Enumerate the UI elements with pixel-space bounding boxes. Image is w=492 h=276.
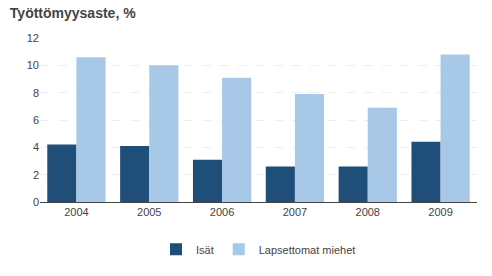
- svg-text:2005: 2005: [137, 206, 161, 218]
- svg-text:4: 4: [33, 141, 39, 153]
- svg-text:6: 6: [33, 114, 39, 126]
- svg-text:8: 8: [33, 87, 39, 99]
- svg-text:2009: 2009: [428, 206, 452, 218]
- svg-text:10: 10: [27, 59, 39, 71]
- svg-text:2: 2: [33, 169, 39, 181]
- svg-text:2007: 2007: [283, 206, 307, 218]
- svg-text:2006: 2006: [210, 206, 234, 218]
- svg-text:2004: 2004: [64, 206, 88, 218]
- svg-text:Isät: Isät: [196, 244, 214, 256]
- svg-text:0: 0: [33, 196, 39, 208]
- svg-text:2008: 2008: [356, 206, 380, 218]
- svg-text:Työttömyysaste, %: Työttömyysaste, %: [10, 5, 136, 21]
- svg-text:Lapsettomat miehet: Lapsettomat miehet: [259, 244, 356, 256]
- svg-text:12: 12: [27, 32, 39, 44]
